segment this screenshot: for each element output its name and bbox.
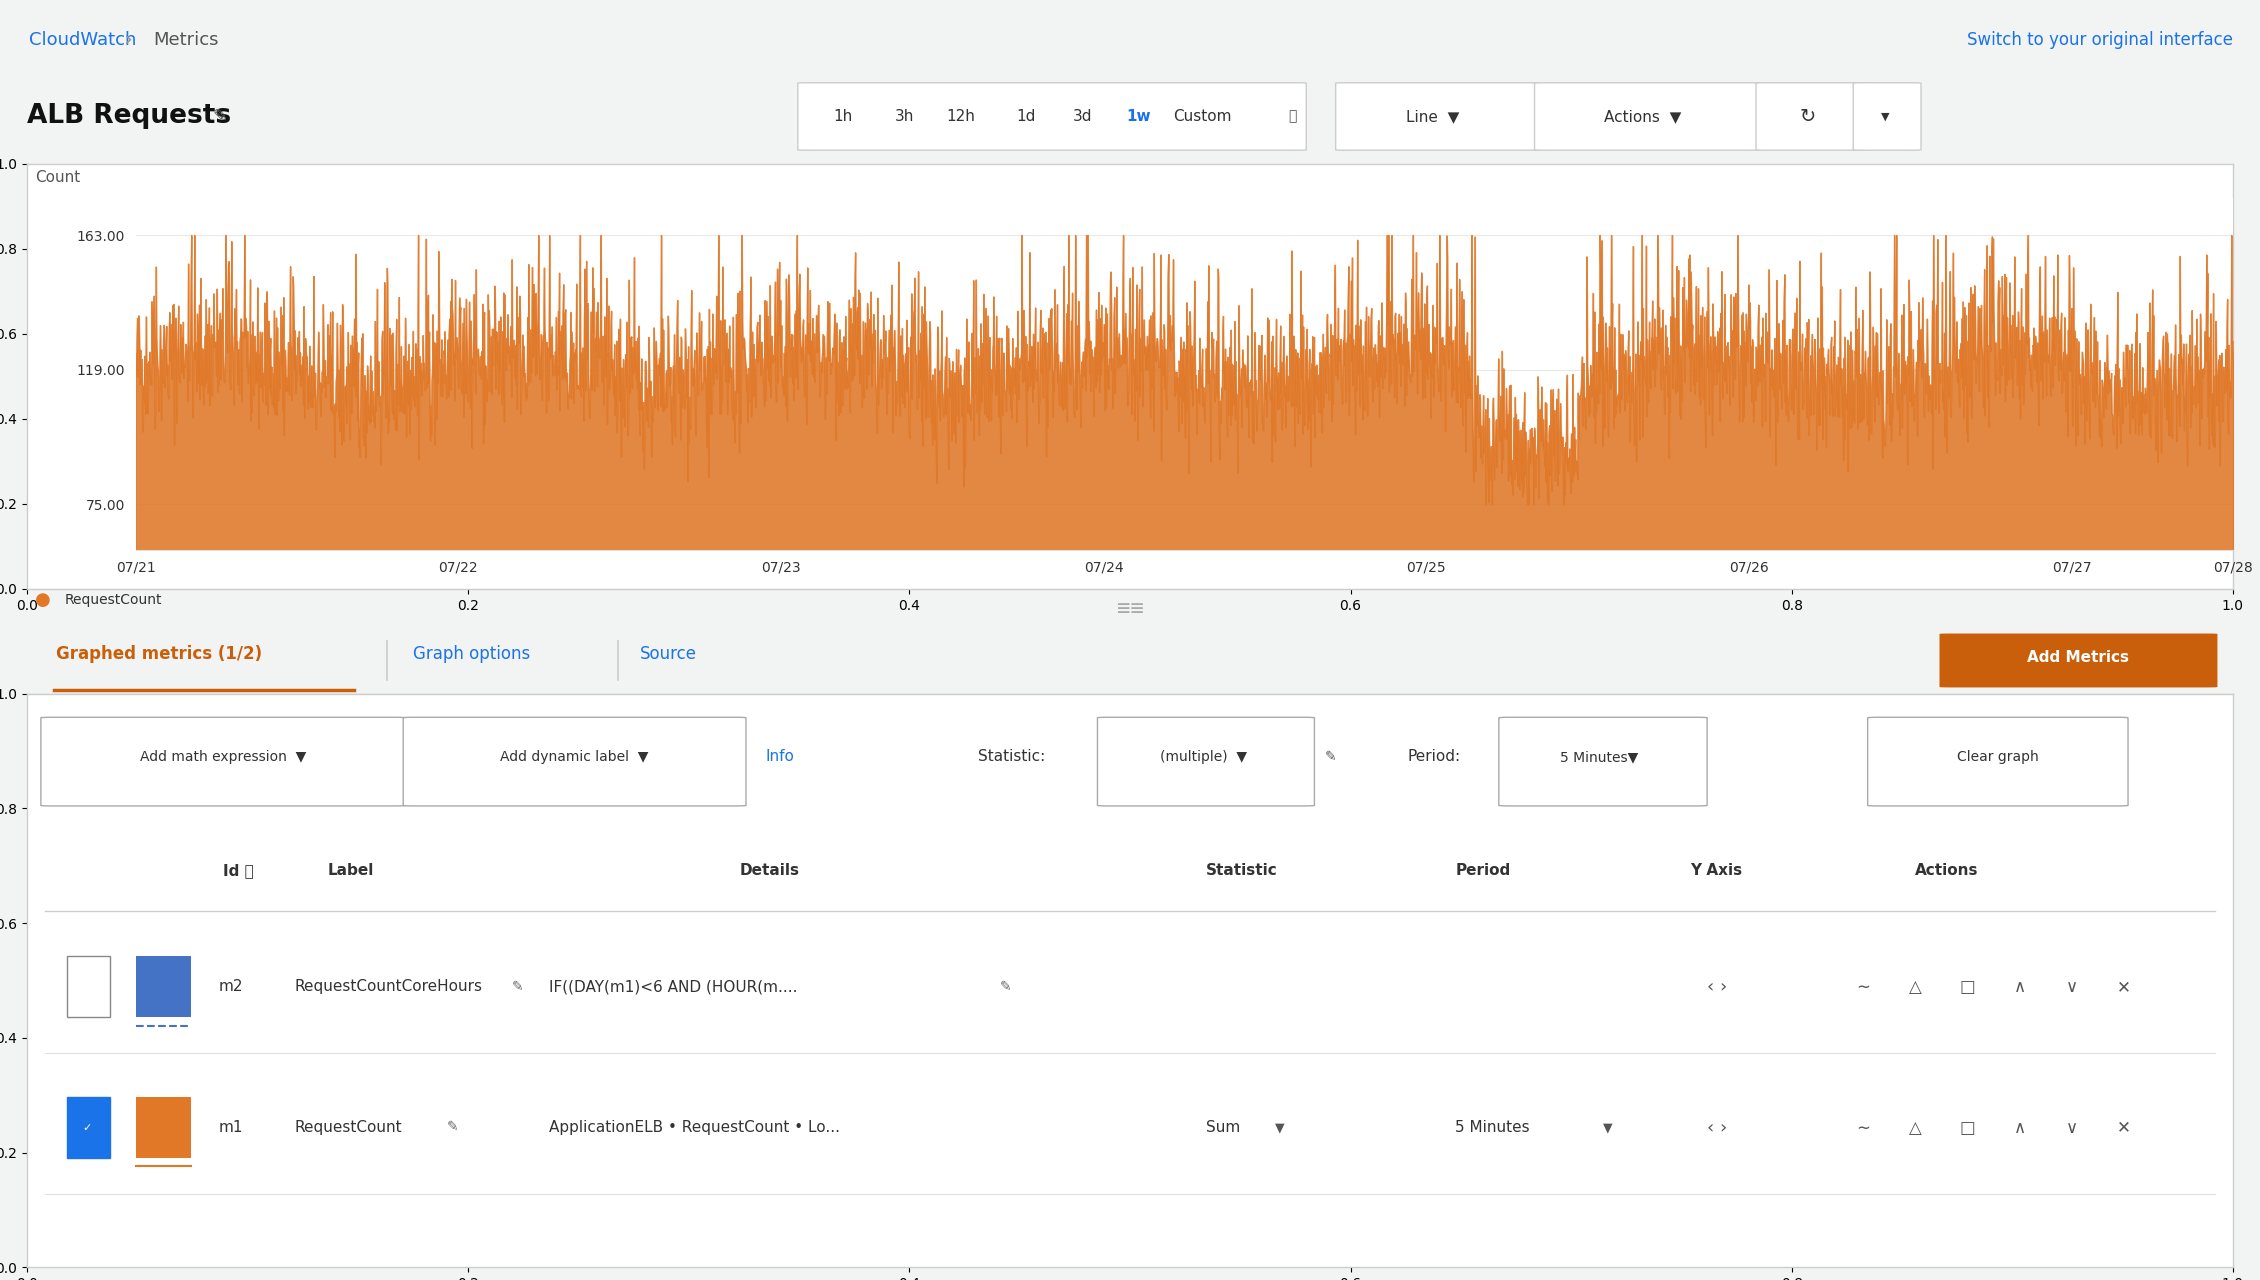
Text: (multiple)  ▼: (multiple) ▼ (1159, 750, 1248, 764)
Text: ∼: ∼ (1855, 978, 1871, 996)
Text: ▼: ▼ (1602, 1121, 1614, 1134)
Text: Period:: Period: (1408, 750, 1460, 764)
Text: ✓: ✓ (84, 1123, 93, 1133)
Text: Graph options: Graph options (414, 645, 531, 663)
Text: ▼: ▼ (1880, 111, 1889, 122)
Text: Sum: Sum (1207, 1120, 1241, 1135)
Text: Clear graph: Clear graph (1957, 750, 2039, 764)
Text: CloudWatch: CloudWatch (29, 31, 138, 49)
Text: 1h: 1h (834, 109, 852, 124)
Text: Period: Period (1455, 864, 1510, 878)
FancyBboxPatch shape (1098, 717, 1315, 806)
Text: ∧: ∧ (2014, 978, 2025, 996)
Text: ✎: ✎ (511, 980, 524, 993)
Text: 1w: 1w (1128, 109, 1150, 124)
Text: □: □ (1959, 978, 1975, 996)
Text: RequestCount: RequestCount (63, 593, 163, 607)
Text: 3d: 3d (1074, 109, 1092, 124)
Text: ∨: ∨ (2066, 1119, 2077, 1137)
Text: ALB Requests: ALB Requests (27, 104, 231, 129)
Text: Count: Count (34, 170, 79, 186)
Text: Details: Details (739, 864, 800, 878)
Text: ✎: ✎ (1324, 750, 1338, 764)
Text: Id ⓘ: Id ⓘ (224, 864, 253, 878)
FancyBboxPatch shape (1756, 83, 1869, 150)
Text: ApplicationELB • RequestCount • Lo...: ApplicationELB • RequestCount • Lo... (549, 1120, 838, 1135)
Text: Statistic:: Statistic: (979, 750, 1046, 764)
Text: Custom: Custom (1173, 109, 1232, 124)
FancyBboxPatch shape (136, 956, 190, 1018)
Text: ≡≡: ≡≡ (1116, 599, 1144, 620)
Text: 📅: 📅 (1288, 110, 1297, 123)
Text: Metrics: Metrics (154, 31, 219, 49)
FancyBboxPatch shape (41, 717, 405, 806)
Text: Y Axis: Y Axis (1690, 864, 1742, 878)
Text: ✎: ✎ (999, 980, 1012, 993)
Text: ∨: ∨ (2066, 978, 2077, 996)
FancyBboxPatch shape (136, 1097, 190, 1158)
Text: RequestCountCoreHours: RequestCountCoreHours (294, 979, 484, 995)
Text: ‹ ›: ‹ › (1706, 1119, 1727, 1137)
FancyBboxPatch shape (1498, 717, 1706, 806)
Text: △: △ (1910, 1119, 1921, 1137)
Text: ✎: ✎ (447, 1121, 459, 1134)
Text: □: □ (1959, 1119, 1975, 1137)
Text: m1: m1 (219, 1120, 244, 1135)
FancyBboxPatch shape (1853, 83, 1921, 150)
FancyBboxPatch shape (68, 956, 111, 1018)
Text: 1d: 1d (1017, 109, 1035, 124)
Text: 5 Minutes: 5 Minutes (1455, 1120, 1530, 1135)
Text: m2: m2 (219, 979, 244, 995)
Text: 12h: 12h (947, 109, 974, 124)
Text: Actions: Actions (1916, 864, 1980, 878)
FancyBboxPatch shape (402, 717, 746, 806)
Text: Add dynamic label  ▼: Add dynamic label ▼ (499, 750, 649, 764)
Text: △: △ (1910, 978, 1921, 996)
Text: ‹ ›: ‹ › (1706, 978, 1727, 996)
Text: Line  ▼: Line ▼ (1406, 109, 1460, 124)
Text: Graphed metrics (1/2): Graphed metrics (1/2) (56, 645, 262, 663)
Text: ✕: ✕ (2118, 978, 2131, 996)
Text: Source: Source (640, 645, 698, 663)
Text: Info: Info (766, 750, 793, 764)
Text: Add math expression  ▼: Add math expression ▼ (140, 750, 307, 764)
Text: Switch to your original interface: Switch to your original interface (1966, 31, 2233, 49)
FancyBboxPatch shape (1867, 717, 2129, 806)
Text: 5 Minutes▼: 5 Minutes▼ (1559, 750, 1638, 764)
FancyBboxPatch shape (1336, 83, 1539, 150)
FancyBboxPatch shape (68, 1097, 111, 1158)
Text: ›: › (124, 29, 133, 50)
Text: ▼: ▼ (1275, 1121, 1286, 1134)
Text: IF((DAY(m1)<6 AND (HOUR(m....: IF((DAY(m1)<6 AND (HOUR(m.... (549, 979, 798, 995)
Text: Actions  ▼: Actions ▼ (1605, 109, 1681, 124)
Text: 3h: 3h (895, 109, 913, 124)
Text: ✎: ✎ (212, 108, 228, 125)
Text: ●: ● (34, 590, 50, 609)
FancyBboxPatch shape (1939, 634, 2217, 687)
Text: ∼: ∼ (1855, 1119, 1871, 1137)
FancyBboxPatch shape (1535, 83, 1761, 150)
Text: RequestCount: RequestCount (294, 1120, 402, 1135)
Text: Add Metrics: Add Metrics (2027, 650, 2129, 664)
Text: ∧: ∧ (2014, 1119, 2025, 1137)
Text: Statistic: Statistic (1207, 864, 1277, 878)
Text: ↻: ↻ (1799, 108, 1817, 125)
Text: ✕: ✕ (2118, 1119, 2131, 1137)
FancyBboxPatch shape (798, 83, 1306, 150)
Text: Label: Label (328, 864, 373, 878)
